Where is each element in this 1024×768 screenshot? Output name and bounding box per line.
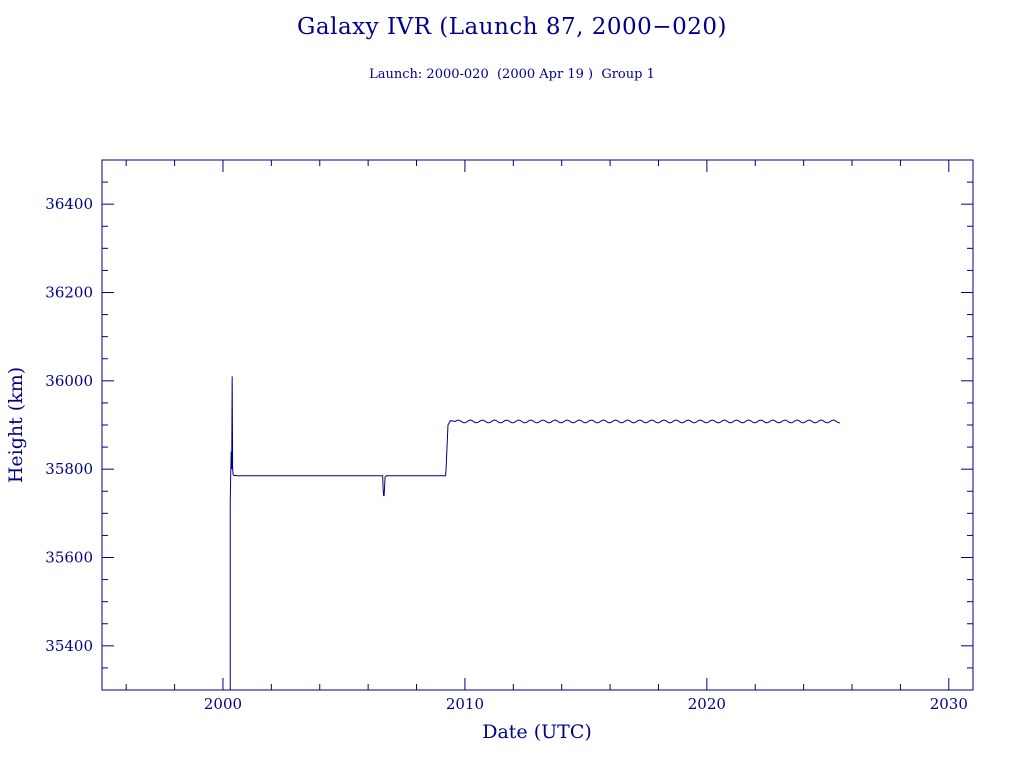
- axis-ticks: [102, 159, 973, 691]
- y-tick-label: 36400: [45, 195, 93, 213]
- x-tick-label: 2000: [204, 695, 242, 713]
- y-tick-label: 35800: [45, 460, 93, 478]
- y-tick-label: 35400: [45, 637, 93, 655]
- x-tick-label: 2010: [446, 695, 484, 713]
- height-series-line: [229, 376, 840, 690]
- chart-title: Galaxy IVR (Launch 87, 2000−020): [297, 14, 727, 40]
- x-tick-label: 2020: [688, 695, 726, 713]
- chart-subtitle: Launch: 2000-020 (2000 Apr 19 ) Group 1: [369, 67, 655, 82]
- y-tick-label: 36200: [45, 284, 93, 302]
- y-tick-label: 35600: [45, 549, 93, 567]
- tick-labels: 2000 2010 2020 2030 35400 35600 35800 36000 3620…: [45, 195, 968, 713]
- x-axis-label: Date (UTC): [482, 721, 592, 743]
- y-axis-label: Height (km): [5, 367, 27, 483]
- x-tick-label: 2030: [930, 695, 968, 713]
- y-tick-label: 36000: [45, 372, 93, 390]
- plot-frame: [101, 159, 974, 691]
